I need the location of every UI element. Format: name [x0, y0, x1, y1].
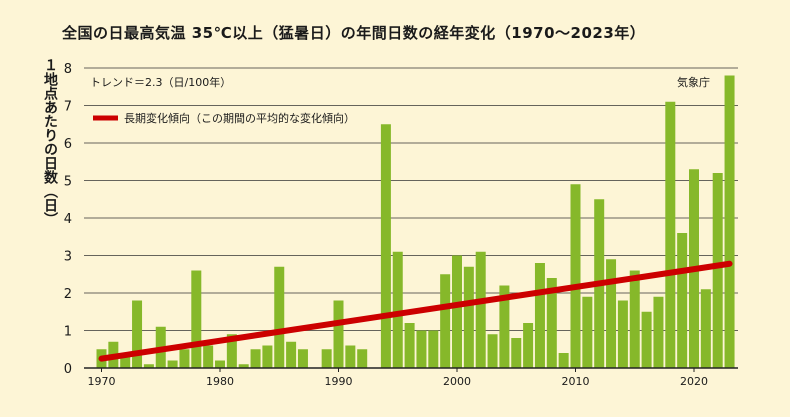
bar-1980	[215, 360, 225, 368]
source-label: 気象庁	[677, 75, 710, 89]
bar-1997	[416, 330, 427, 368]
bar-2010	[570, 184, 581, 368]
bar-1996	[404, 323, 415, 368]
trend-text-box	[88, 75, 220, 89]
bar-2022	[712, 173, 723, 368]
bar-2003	[487, 334, 498, 368]
y-tick-label: 5	[64, 175, 72, 190]
bar-1983	[250, 349, 261, 368]
bar-2023	[724, 75, 735, 368]
bar-2015	[629, 270, 640, 368]
bar-2006	[523, 323, 534, 368]
y-tick-label: 3	[64, 250, 72, 265]
bar-1998	[428, 330, 439, 368]
axes: 0 1 2 3 4 5 6 7 8 1970 1980 1990 2000 2010 2020	[64, 62, 738, 388]
bar-2009	[558, 353, 569, 368]
bar-1972	[120, 356, 131, 368]
source-box	[676, 75, 720, 89]
bar-2014	[617, 300, 628, 368]
x-tick-label: 1970	[88, 375, 116, 388]
bar-1994	[380, 124, 391, 368]
legend-label: 長期変化傾向（この期間の平均的な変化傾向）	[124, 111, 355, 125]
bar-1979	[203, 345, 214, 368]
bar-1992	[357, 349, 368, 368]
x-tick-label: 2020	[680, 375, 708, 388]
x-tick-label: 1980	[206, 375, 234, 388]
bar-2021	[700, 289, 711, 368]
y-tick-label: 7	[64, 100, 72, 115]
bar-2000	[452, 255, 462, 368]
y-tick-label: 6	[64, 137, 72, 152]
bar-1973	[132, 300, 143, 368]
bar-1995	[392, 251, 403, 368]
x-tick-label: 1990	[325, 375, 353, 388]
y-tick-label: 2	[64, 287, 72, 302]
legend-box	[88, 108, 368, 126]
bar-1977	[179, 349, 190, 368]
chart-title: 全国の日最高気温 35℃以上（猛暑日）の年間日数の経年変化（1970〜2023年…	[62, 24, 646, 42]
bar-2004	[499, 285, 510, 368]
bar-1989	[321, 349, 332, 368]
y-axis-label: １地点あたりの日数（日）	[42, 58, 58, 226]
trend-line	[98, 260, 733, 362]
bar-1981	[226, 334, 237, 368]
bar-2013	[606, 259, 617, 368]
bar-1978	[191, 270, 202, 368]
bar-1984	[262, 345, 273, 368]
bar-2008	[546, 278, 557, 368]
bar-2019	[677, 233, 688, 368]
bar-2011	[582, 296, 593, 368]
bar-1982	[238, 364, 249, 368]
y-tick-label: 8	[64, 62, 72, 77]
bar-1991	[345, 345, 356, 368]
y-tick-label: 1	[64, 325, 72, 340]
bar-2018	[665, 101, 676, 368]
bar-2016	[641, 311, 652, 368]
x-tick-label: 2000	[443, 375, 471, 388]
bar-1990	[333, 300, 344, 368]
x-tick-label: 2010	[562, 375, 590, 388]
gridlines	[84, 67, 738, 331]
bar-1986	[286, 341, 297, 368]
bar-2005	[511, 338, 522, 368]
y-tick-label: 0	[64, 362, 72, 377]
bar-1987	[297, 349, 308, 368]
y-tick-label: 4	[64, 212, 72, 227]
bar-1985	[274, 266, 285, 368]
bar-1976	[167, 360, 178, 368]
bar-2001	[463, 266, 474, 368]
bar-1999	[440, 274, 451, 368]
bar-1974	[143, 364, 154, 368]
bar-2017	[653, 296, 664, 368]
trend-text: トレンド＝2.3（日/100年）	[90, 75, 231, 89]
bar-2002	[475, 251, 486, 368]
bar-2007	[534, 263, 545, 368]
